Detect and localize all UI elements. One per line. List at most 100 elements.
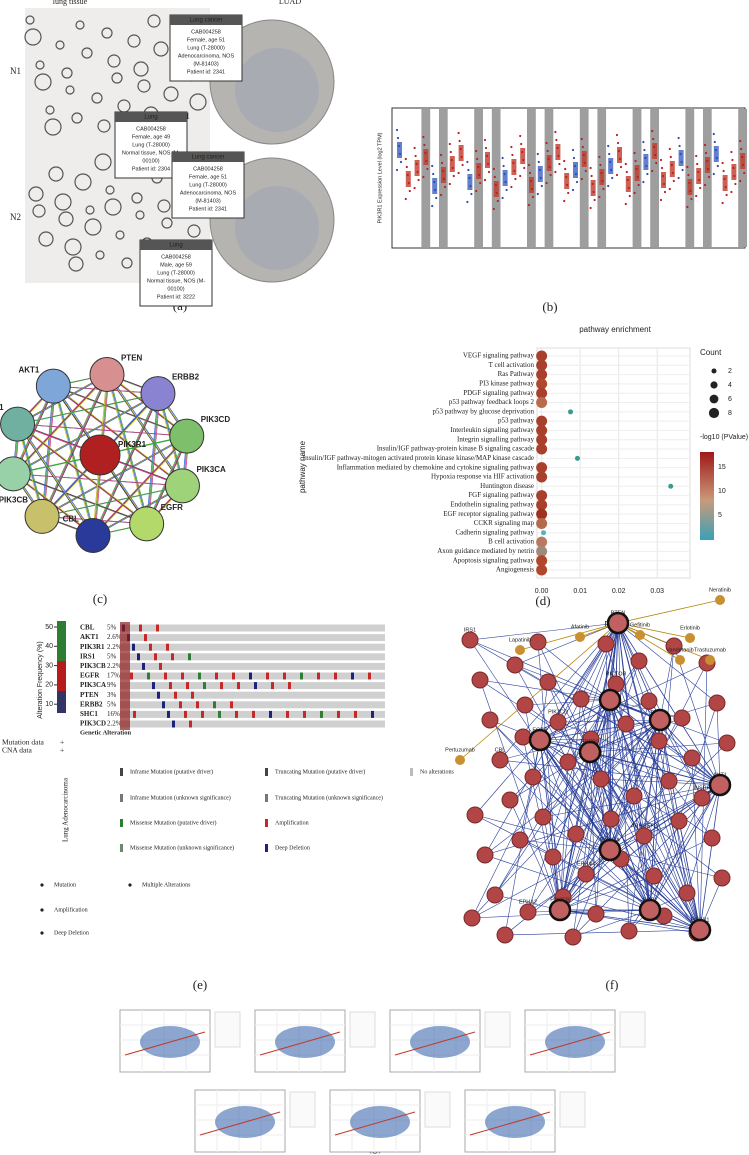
point (504, 180, 507, 184)
gene-node (567, 825, 585, 843)
label: 0.03 (650, 588, 664, 595)
label: Female, age 51 (187, 37, 225, 43)
point (599, 163, 602, 167)
group-band (676, 109, 686, 247)
point (609, 160, 612, 164)
gene-node (534, 808, 552, 826)
point (538, 168, 541, 172)
point (530, 187, 534, 191)
label: 10 (718, 488, 726, 495)
trend-line (199, 1111, 281, 1136)
point (712, 172, 715, 176)
group-band (553, 109, 563, 247)
label: Normal tissue, NOS (M- (147, 278, 206, 284)
alteration (334, 672, 337, 680)
point (617, 149, 621, 153)
protein-node (24, 498, 60, 534)
point (435, 196, 438, 200)
label: VEGF signaling pathway (463, 352, 535, 360)
alteration (252, 710, 255, 718)
point (470, 192, 473, 196)
point (725, 193, 728, 197)
point (644, 156, 647, 160)
point (398, 152, 402, 156)
box (634, 165, 640, 181)
tissue-texture (81, 47, 93, 59)
point (715, 156, 718, 160)
alteration (154, 653, 157, 661)
alteration (191, 691, 194, 699)
label: CBL (63, 515, 80, 524)
edge (41, 386, 54, 517)
dot (536, 499, 548, 511)
info-card (139, 239, 213, 307)
edge (617, 622, 701, 931)
label: B cell activation (488, 538, 534, 546)
legend-swatch (120, 844, 123, 852)
point (439, 153, 443, 157)
legend-swatch (265, 768, 268, 776)
group-band (412, 109, 422, 247)
point (476, 157, 479, 161)
point (646, 172, 649, 176)
point (520, 142, 523, 146)
point (730, 190, 733, 194)
box (573, 162, 578, 178)
edge (617, 622, 718, 704)
label: 0.02 (612, 588, 626, 595)
box (546, 155, 552, 171)
drug-node (455, 755, 465, 765)
alteration (220, 682, 223, 690)
edge (14, 374, 110, 475)
group-band (447, 109, 457, 247)
dot (536, 369, 548, 381)
label: 30 (45, 662, 53, 669)
point (584, 169, 587, 173)
edge (43, 386, 56, 517)
point (690, 197, 693, 201)
alteration (201, 710, 204, 718)
dot (536, 424, 548, 436)
edge (547, 681, 611, 851)
point (651, 129, 654, 133)
dot (536, 359, 548, 371)
gene-node (514, 728, 532, 746)
alteration (320, 710, 323, 718)
point (679, 152, 682, 156)
dot (536, 434, 548, 446)
edge (572, 719, 661, 938)
tissue-texture (64, 238, 82, 256)
edge (469, 622, 619, 641)
edge (559, 875, 655, 911)
box (696, 168, 702, 184)
label: Hypoxia response via HIF activation (431, 473, 535, 481)
group-band (685, 109, 695, 247)
point (582, 153, 585, 157)
hub-node (688, 918, 712, 942)
label: 5% (107, 700, 117, 708)
point (439, 193, 443, 197)
label: Lung Adenocarcinoma (62, 777, 70, 842)
protein-node (89, 356, 125, 392)
box (581, 151, 587, 167)
point (475, 149, 478, 153)
point (440, 161, 444, 165)
alteration (186, 682, 189, 690)
point (651, 169, 654, 173)
edge (659, 719, 703, 799)
gene-node (708, 694, 726, 712)
hub-node (578, 740, 602, 764)
point (567, 191, 570, 195)
point (624, 202, 627, 206)
label: Lapatinib (509, 637, 531, 643)
point (450, 158, 453, 162)
label: ERBB2 (172, 373, 200, 382)
gene-node (496, 926, 514, 944)
point (637, 183, 640, 187)
label: p53 pathway (498, 417, 534, 425)
label: Pertuzumab (445, 747, 475, 753)
point (545, 141, 548, 145)
point (478, 173, 481, 177)
point (537, 160, 540, 164)
tissue-texture (85, 205, 95, 215)
